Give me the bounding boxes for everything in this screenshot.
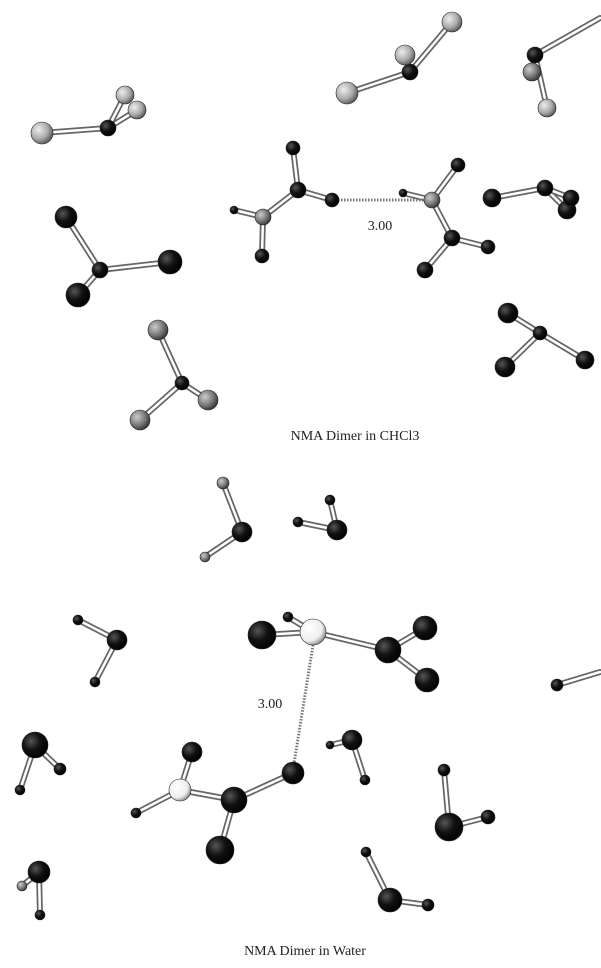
atom: [100, 120, 116, 136]
atom: [128, 101, 146, 119]
atom: [438, 764, 450, 776]
page: 3.00 NMA Dimer in CHCl3 3.00 NMA Dimer i…: [0, 0, 601, 968]
atom: [481, 240, 495, 254]
atom: [28, 861, 50, 883]
atom: [286, 141, 300, 155]
atom: [22, 732, 48, 758]
atom: [402, 64, 418, 80]
atom: [399, 189, 407, 197]
atom: [361, 847, 371, 857]
distance-label: 3.00: [368, 219, 393, 234]
hydrogen-bonds: [293, 200, 432, 770]
atom: [255, 209, 271, 225]
atom: [481, 810, 495, 824]
atom: [107, 630, 127, 650]
atom: [442, 12, 462, 32]
caption: NMA Dimer in CHCl3: [291, 429, 420, 444]
atom: [217, 477, 229, 489]
atom: [563, 190, 579, 206]
atom: [395, 45, 415, 65]
distance-label: 3.00: [258, 697, 283, 712]
atom: [325, 193, 339, 207]
atom: [551, 679, 563, 691]
atom: [158, 250, 182, 274]
atom: [55, 206, 77, 228]
atom: [198, 390, 218, 410]
figure: 3.00 NMA Dimer in CHCl3 3.00 NMA Dimer i…: [0, 0, 601, 968]
atom: [200, 552, 210, 562]
atom: [325, 495, 335, 505]
atom: [413, 616, 437, 640]
atom: [424, 192, 440, 208]
atom: [417, 262, 433, 278]
atom: [378, 888, 402, 912]
bonds: [20, 18, 600, 915]
atom: [495, 357, 515, 377]
atom: [293, 517, 303, 527]
atom: [435, 813, 463, 841]
atom: [221, 787, 247, 813]
hydrogen-bond: [293, 645, 313, 770]
atom: [92, 262, 108, 278]
atom: [283, 612, 293, 622]
atom: [415, 668, 439, 692]
atom: [206, 836, 234, 864]
atom: [523, 63, 541, 81]
atom: [537, 180, 553, 196]
atom: [444, 230, 460, 246]
atom: [31, 122, 53, 144]
atom: [131, 808, 141, 818]
atom: [130, 410, 150, 430]
atom: [169, 779, 191, 801]
atom: [538, 99, 556, 117]
atom: [182, 742, 202, 762]
atom: [498, 303, 518, 323]
atom: [451, 158, 465, 172]
atom: [116, 86, 134, 104]
atom: [527, 47, 543, 63]
atom: [360, 775, 370, 785]
atom: [326, 741, 334, 749]
atom: [148, 320, 168, 340]
atom: [282, 762, 304, 784]
atom: [255, 249, 269, 263]
atom: [342, 730, 362, 750]
atom: [232, 522, 252, 542]
atom: [73, 615, 83, 625]
atom: [327, 520, 347, 540]
atom: [290, 182, 306, 198]
bond: [535, 18, 600, 55]
atom: [35, 910, 45, 920]
atom: [533, 326, 547, 340]
atom: [15, 785, 25, 795]
caption: NMA Dimer in Water: [244, 944, 366, 959]
atom: [175, 376, 189, 390]
atom: [66, 283, 90, 307]
atom: [375, 637, 401, 663]
bond: [557, 672, 600, 685]
atom: [422, 899, 434, 911]
atom: [90, 677, 100, 687]
atom: [54, 763, 66, 775]
atom: [248, 621, 276, 649]
atom: [483, 189, 501, 207]
atom: [300, 619, 326, 645]
atoms: [15, 12, 594, 920]
atom: [17, 881, 27, 891]
atom: [230, 206, 238, 214]
atom: [336, 82, 358, 104]
atom: [576, 351, 594, 369]
